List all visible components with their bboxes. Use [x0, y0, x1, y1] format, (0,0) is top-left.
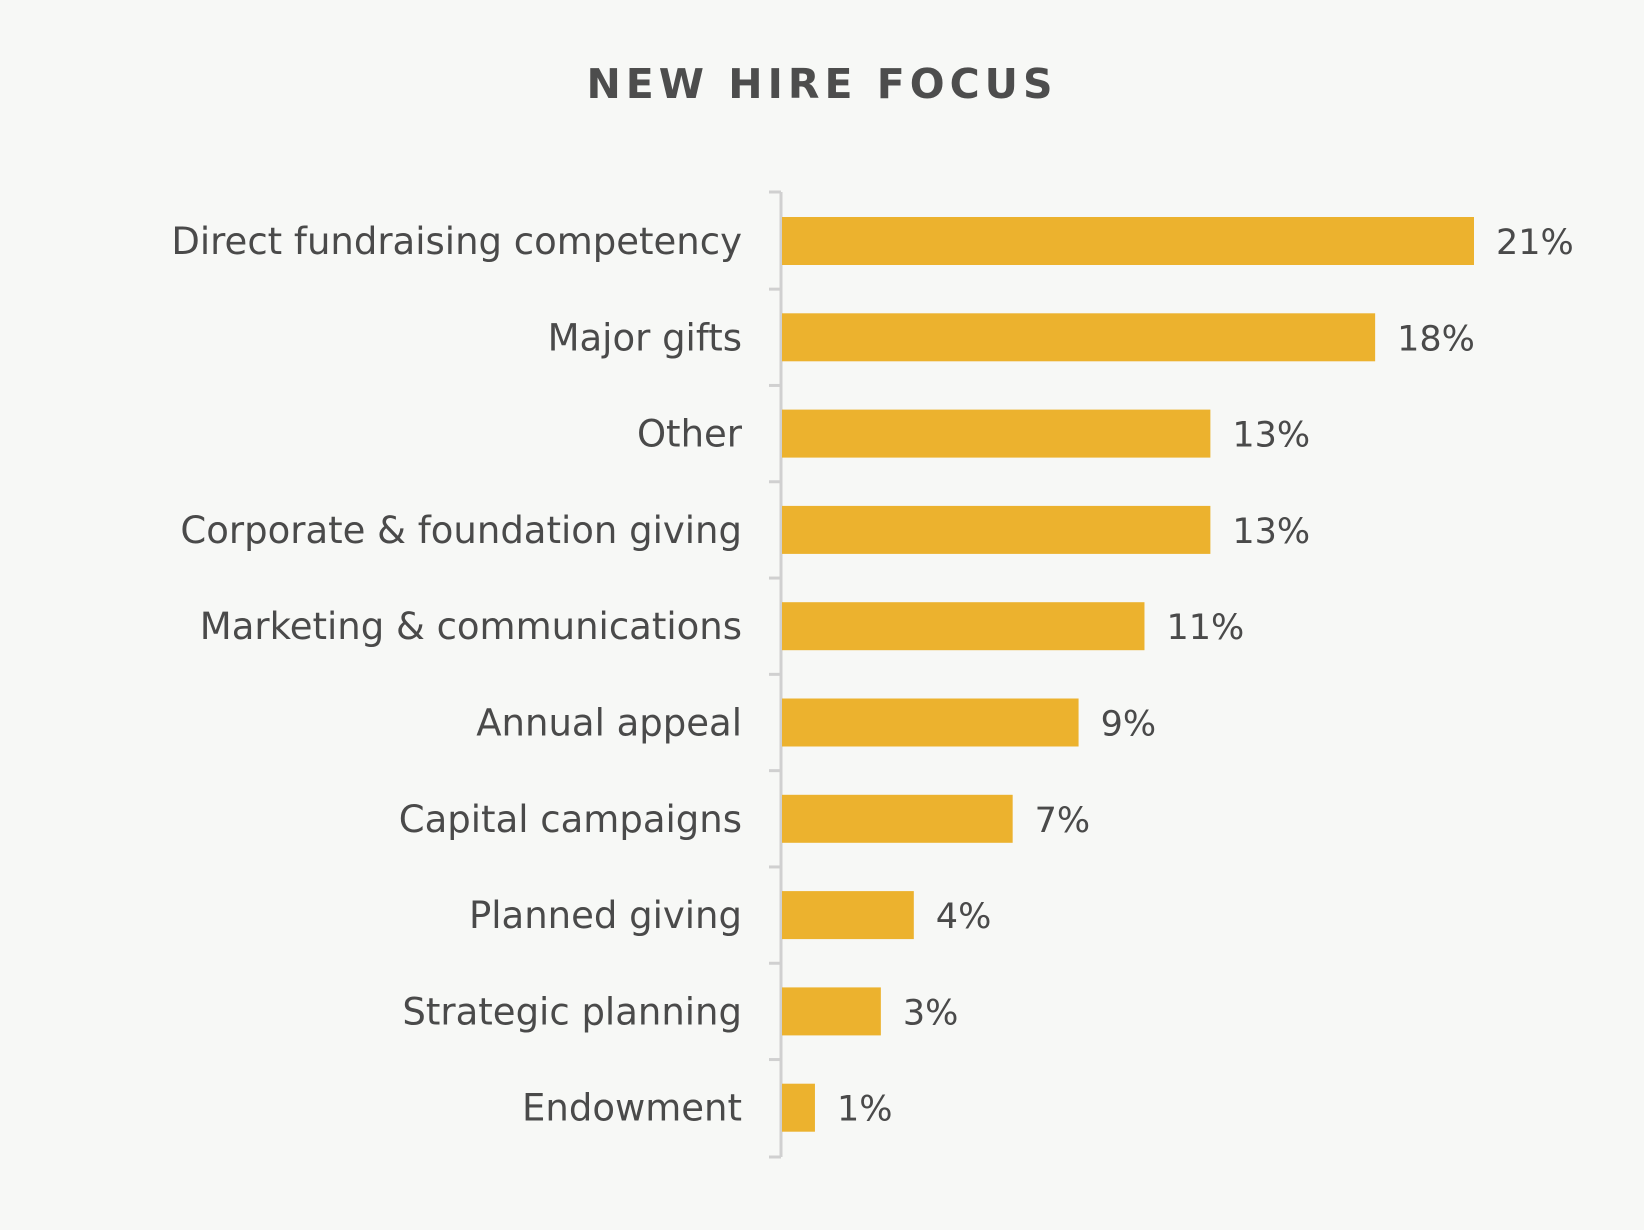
bar — [782, 987, 881, 1036]
bar — [782, 505, 1211, 554]
category-label: Capital campaigns — [399, 798, 742, 841]
value-label: 11% — [1166, 608, 1244, 648]
bar — [782, 409, 1211, 458]
category-label: Direct fundraising competency — [171, 220, 742, 263]
category-label: Planned giving — [469, 894, 742, 937]
bar — [782, 602, 1145, 651]
value-label: 3% — [903, 993, 959, 1033]
category-label: Annual appeal — [476, 702, 742, 745]
category-label: Corporate & foundation giving — [180, 509, 742, 552]
value-label: 21% — [1496, 223, 1574, 263]
value-label: 4% — [936, 897, 992, 937]
bar — [782, 1083, 815, 1132]
value-label: 1% — [837, 1090, 893, 1130]
value-label: 9% — [1101, 705, 1157, 745]
category-label: Endowment — [522, 1087, 742, 1130]
bar — [782, 891, 914, 940]
value-label: 7% — [1035, 801, 1091, 841]
chart-title: NEW HIRE FOCUS — [586, 60, 1058, 108]
category-label: Marketing & communications — [200, 605, 742, 648]
bar — [782, 698, 1079, 747]
value-label: 18% — [1397, 319, 1475, 359]
value-label: 13% — [1232, 416, 1310, 456]
bar — [782, 313, 1376, 362]
bar — [782, 794, 1013, 843]
category-label: Other — [637, 413, 743, 456]
value-label: 13% — [1232, 512, 1310, 552]
category-label: Major gifts — [548, 316, 742, 359]
category-label: Strategic planning — [402, 990, 742, 1033]
bar — [782, 217, 1474, 265]
